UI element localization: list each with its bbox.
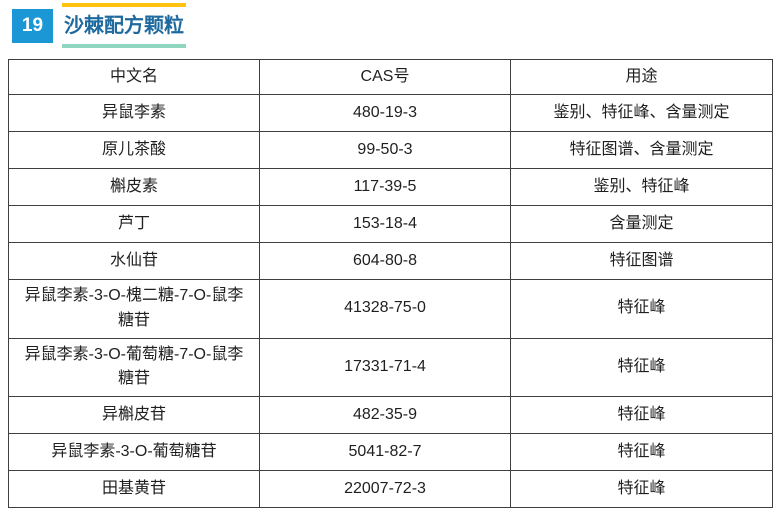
title-block: 沙棘配方颗粒 [62,3,186,48]
cell-usage: 特征峰 [510,396,773,435]
cell-cas-number: 99-50-3 [259,131,511,169]
cell-cas-number: 22007-72-3 [259,470,511,509]
cell-chinese-name: 异鼠李素-3-O-槐二糖-7-O-鼠李糖苷 [8,279,260,339]
cell-chinese-name: 异鼠李素-3-O-葡萄糖苷 [8,433,260,472]
ingredients-table: 中文名 CAS号 用途 异鼠李素 480-19-3 鉴别、特征峰、含量测定 原儿… [8,59,773,509]
section-header: 19 沙棘配方颗粒 [0,0,778,56]
cell-cas-number: 604-80-8 [259,242,511,280]
cell-cas-number: 41328-75-0 [259,279,511,339]
cell-usage: 鉴别、特征峰、含量测定 [510,94,773,132]
cell-cas-number: 117-39-5 [259,168,511,206]
table-row: 异鼠李素-3-O-葡萄糖-7-O-鼠李糖苷 17331-71-4 特征峰 [8,337,773,398]
cell-chinese-name: 水仙苷 [8,242,260,280]
cell-chinese-name: 田基黄苷 [8,470,260,509]
cell-usage: 特征峰 [510,337,773,398]
table-row: 槲皮素 117-39-5 鉴别、特征峰 [8,168,773,206]
cell-cas-number: 17331-71-4 [259,337,511,398]
table-row: 异槲皮苷 482-35-9 特征峰 [8,396,773,435]
cell-usage: 特征峰 [510,470,773,509]
cell-usage: 鉴别、特征峰 [510,168,773,206]
column-header-usage: 用途 [510,59,773,95]
cell-chinese-name: 异槲皮苷 [8,396,260,435]
cell-chinese-name: 异鼠李素 [8,94,260,132]
cell-chinese-name: 芦丁 [8,205,260,243]
cell-cas-number: 5041-82-7 [259,433,511,472]
cell-chinese-name: 原儿茶酸 [8,131,260,169]
table-row: 田基黄苷 22007-72-3 特征峰 [8,470,773,509]
table-row: 原儿茶酸 99-50-3 特征图谱、含量测定 [8,131,773,169]
page-title: 沙棘配方颗粒 [64,15,184,37]
cell-usage: 特征峰 [510,279,773,339]
cell-cas-number: 482-35-9 [259,396,511,435]
table-row: 异鼠李素 480-19-3 鉴别、特征峰、含量测定 [8,94,773,132]
table-row: 芦丁 153-18-4 含量测定 [8,205,773,243]
cell-usage: 特征峰 [510,433,773,472]
table-row: 异鼠李素-3-O-槐二糖-7-O-鼠李糖苷 41328-75-0 特征峰 [8,279,773,339]
column-header-cas-number: CAS号 [259,59,511,95]
table-row: 水仙苷 604-80-8 特征图谱 [8,242,773,280]
cell-cas-number: 153-18-4 [259,205,511,243]
table-header-row: 中文名 CAS号 用途 [8,59,773,95]
table-row: 异鼠李素-3-O-葡萄糖苷 5041-82-7 特征峰 [8,433,773,472]
cell-usage: 特征图谱 [510,242,773,280]
cell-chinese-name: 槲皮素 [8,168,260,206]
cell-usage: 含量测定 [510,205,773,243]
title-accent-bar-bottom [62,44,186,48]
section-number-badge: 19 [12,9,53,43]
table-body: 异鼠李素 480-19-3 鉴别、特征峰、含量测定 原儿茶酸 99-50-3 特… [8,94,773,509]
cell-usage: 特征图谱、含量测定 [510,131,773,169]
cell-chinese-name: 异鼠李素-3-O-葡萄糖-7-O-鼠李糖苷 [8,337,260,398]
title-accent-bar-top [62,3,186,7]
column-header-chinese-name: 中文名 [8,59,260,95]
cell-cas-number: 480-19-3 [259,94,511,132]
